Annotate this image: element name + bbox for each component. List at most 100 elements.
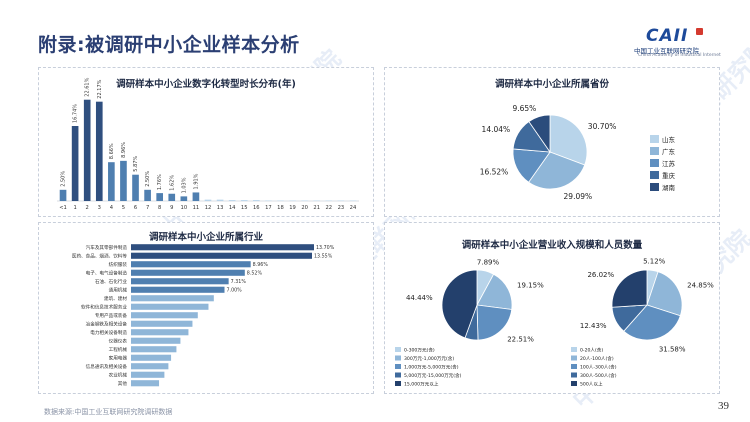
logo-text-cn: 中国工业互联网研究院: [634, 47, 699, 55]
x-tick-label: 1: [73, 205, 76, 211]
y-tick-label: 其他: [118, 380, 128, 387]
x-tick-label: 5: [122, 205, 125, 211]
data-source-note: 数据来源:中国工业互联网研究院调研数据: [44, 408, 173, 416]
bar-industry-7: [131, 295, 214, 302]
data-label: 8.52%: [247, 271, 263, 277]
legend-label: 5,000万元-15,000万元(含): [404, 372, 462, 379]
pie-slice-2: [476, 273, 513, 310]
data-label: 8.96%: [253, 262, 269, 268]
legend-swatch: [395, 347, 401, 352]
bar-12: [204, 199, 212, 201]
x-tick-label: 22: [325, 205, 332, 211]
legend-swatch: [650, 135, 659, 143]
x-tick-label: 7: [146, 205, 149, 211]
y-tick-label: 石油、石化行业: [95, 278, 128, 285]
years-chart-panel: 调研样本中小企业数字化转型时长分布(年) <1 2.50% 1 16.74% 2 22.6…: [38, 67, 374, 217]
pie-slice-2: [646, 271, 683, 317]
bar-industry-9: [131, 312, 198, 319]
data-label: 22.61%: [85, 77, 91, 96]
industry-chart-panel: 调研样本中小企业所属行业 汽车及其零部件制造 13.70% 医药、食品、烟酒、饮料等…: [38, 222, 374, 394]
pie-slice-5: [441, 269, 478, 339]
bar-6: [132, 174, 139, 201]
legend-label: 0-300万元(含): [404, 347, 435, 354]
chart-title: 调研样本中小企业数字化转型时长分布(年): [116, 79, 296, 90]
legend-label: 湖南: [662, 183, 676, 192]
pie-slice-3: [623, 304, 681, 341]
legend-label: 15,000万元以上: [404, 381, 439, 388]
bar-industry-13: [131, 346, 177, 353]
legend-swatch: [395, 372, 401, 378]
y-tick-label: 家用电器: [109, 355, 128, 362]
x-tick-label: 11: [193, 205, 200, 211]
pie-slice-5: [528, 114, 551, 154]
legend-label: 0-20人(含): [580, 347, 603, 354]
x-tick-label: 9: [170, 205, 173, 211]
province-chart-panel: 调研样本中小企业所属省份 30.70% 29.09% 16.52% 14.04% 9.6…: [384, 67, 720, 217]
data-label: 1.76%: [157, 174, 163, 190]
logo-dot: [696, 28, 703, 35]
legend-swatch: [650, 147, 659, 155]
legend-label: 山东: [662, 135, 676, 144]
data-label: 7.31%: [231, 279, 247, 285]
chart-title: 调研样本中小企业营业收入规模和人员数量: [461, 240, 643, 251]
bar-industry-14: [131, 354, 172, 361]
y-tick-label: 工程机械: [109, 346, 128, 353]
bar-5: [120, 160, 127, 201]
data-label: 7.00%: [227, 288, 243, 294]
y-tick-label: 农业机械: [109, 372, 128, 379]
bar-1: [71, 126, 79, 201]
x-tick-label: 16: [253, 205, 260, 211]
y-tick-label: 信息通讯及相关设备: [86, 363, 128, 370]
bar-industry-17: [131, 380, 160, 387]
bar-2: [83, 99, 91, 201]
page-title: 附录:被调研中小企业样本分析: [38, 34, 300, 56]
legend-label: 300人-500人(含): [580, 372, 617, 379]
legend-swatch: [571, 347, 577, 352]
pie-slice-5: [611, 269, 648, 308]
pie-value-label: 22.51%: [507, 335, 534, 343]
data-label: 1.62%: [169, 175, 175, 191]
pie-value-label: 30.70%: [588, 122, 617, 131]
legend-swatch: [571, 372, 577, 378]
legend-swatch: [571, 381, 577, 386]
y-tick-label: 软件和信息技术服务业: [81, 304, 127, 311]
legend-label: 1,000万元-5,000万元(含): [404, 364, 459, 371]
bar-industry-8: [131, 303, 209, 310]
logo: CAII 中国工业互联网研究院 China Academy of Industr…: [634, 26, 726, 58]
bar-industry-16: [131, 371, 165, 378]
bar-3: [95, 101, 103, 201]
x-tick-label: 6: [134, 205, 137, 211]
logo-text-en: China Academy of Industrial Internet: [638, 53, 721, 58]
legend-label: 重庆: [662, 171, 676, 180]
legend-swatch: [395, 355, 401, 361]
data-label: 13.55%: [314, 254, 333, 260]
bar-industry-3: [131, 261, 251, 268]
revenue-staff-chart-panel: 调研样本中小企业营业收入规模和人员数量 7.89% 19.15% 22.51% 44.…: [384, 222, 720, 394]
pie-value-label: 16.52%: [480, 167, 509, 176]
pie-slice-2: [528, 151, 586, 190]
x-tick-label: 24: [350, 205, 357, 211]
y-tick-label: 纺织服装: [109, 261, 128, 268]
y-tick-label: 冶金钢铁及相关设备: [86, 321, 128, 328]
pie-value-label: 14.04%: [482, 125, 511, 134]
x-tick-label: 19: [289, 205, 296, 211]
data-label: 2.50%: [145, 171, 151, 187]
bar-industry-4: [131, 269, 245, 276]
legend-swatch: [395, 381, 401, 386]
data-label: 8.96%: [121, 142, 127, 158]
pie-slice-1: [549, 114, 588, 166]
bar-7: [144, 189, 151, 201]
logo-mark: CAII: [646, 26, 689, 46]
bar-industry-2: [131, 252, 312, 259]
industry-bar-chart: 汽车及其零部件制造 13.70% 医药、食品、烟酒、饮料等 13.55% 纺织服装 8.9…: [72, 244, 335, 387]
legend-swatch: [650, 183, 659, 191]
x-tick-label: 17: [265, 205, 272, 211]
data-label: 2.50%: [61, 171, 67, 187]
legend-label: 江苏: [662, 159, 676, 168]
pie-value-label: 19.15%: [517, 281, 544, 289]
y-tick-label: 专用产品或装备: [95, 312, 128, 319]
y-tick-label: 仪器仪表: [109, 338, 128, 345]
data-label: 1.91%: [193, 173, 199, 189]
bar-industry-5: [131, 278, 229, 285]
